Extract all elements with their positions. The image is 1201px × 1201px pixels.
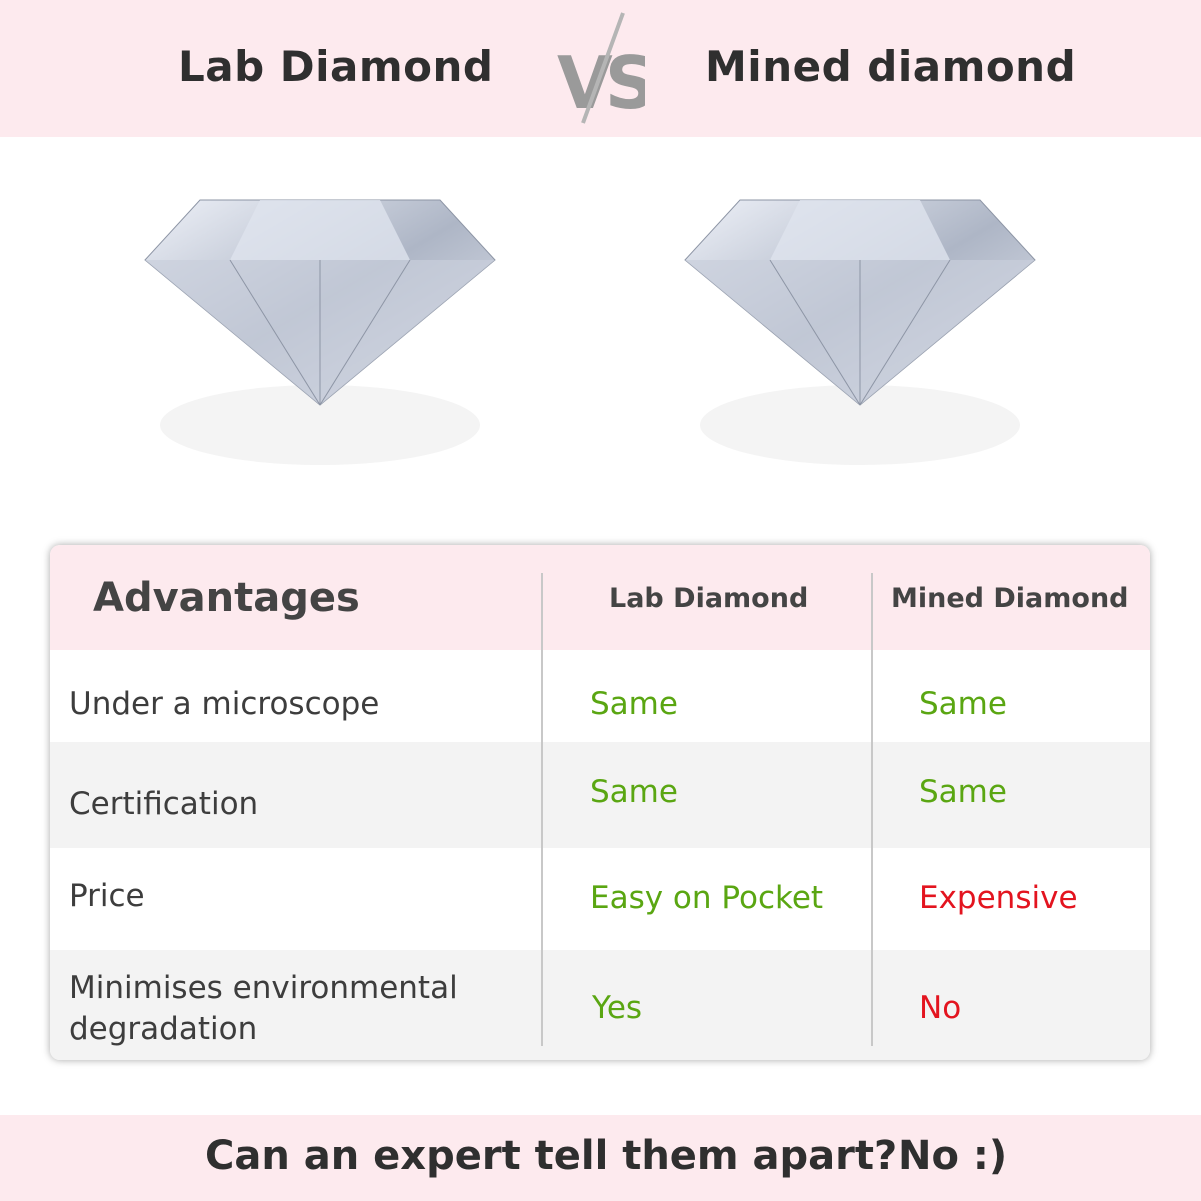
footer-question: Can an expert tell them apart? bbox=[205, 1133, 898, 1179]
lab-diamond-title: Lab Diamond bbox=[178, 42, 494, 91]
mined-diamond-title: Mined diamond bbox=[705, 42, 1077, 91]
header-lab-diamond: Lab Diamond bbox=[609, 583, 809, 614]
lab-value: Easy on Pocket bbox=[590, 880, 824, 916]
table-row: Minimises environmental degradation Yes … bbox=[50, 950, 1150, 1060]
lab-value: Same bbox=[590, 774, 678, 810]
mined-value: Same bbox=[919, 686, 1007, 722]
column-divider bbox=[871, 573, 873, 1046]
vs-logo: VS bbox=[557, 12, 645, 125]
header-band: Lab Diamond VS Mined diamond bbox=[0, 0, 1201, 137]
lab-diamond-image bbox=[144, 199, 496, 465]
header-mined-diamond: Mined Diamond bbox=[891, 583, 1129, 614]
lab-value: Same bbox=[590, 686, 678, 722]
mined-value: Same bbox=[919, 774, 1007, 810]
header-advantages: Advantages bbox=[93, 575, 360, 621]
column-divider bbox=[541, 573, 543, 1046]
svg-text:VS: VS bbox=[557, 41, 645, 125]
mined-diamond-image bbox=[684, 199, 1036, 465]
mined-value: Expensive bbox=[919, 880, 1078, 916]
table-row: Certification Same Same bbox=[50, 742, 1150, 848]
footer-band bbox=[0, 1115, 1201, 1201]
table-row: Under a microscope Same Same bbox=[50, 650, 1150, 742]
table-header-row: Advantages Lab Diamond Mined Diamond bbox=[50, 545, 1150, 650]
comparison-table: Advantages Lab Diamond Mined Diamond Und… bbox=[50, 545, 1150, 1060]
row-label: Under a microscope bbox=[69, 686, 380, 722]
lab-value: Yes bbox=[592, 990, 643, 1026]
table-row: Price Easy on Pocket Expensive bbox=[50, 848, 1150, 950]
footer-answer: No :) bbox=[898, 1133, 1008, 1179]
mined-value: No bbox=[919, 990, 962, 1026]
row-label: Price bbox=[69, 878, 145, 914]
row-label: Certification bbox=[69, 786, 259, 822]
row-label: Minimises environmental degradation bbox=[69, 970, 458, 1047]
